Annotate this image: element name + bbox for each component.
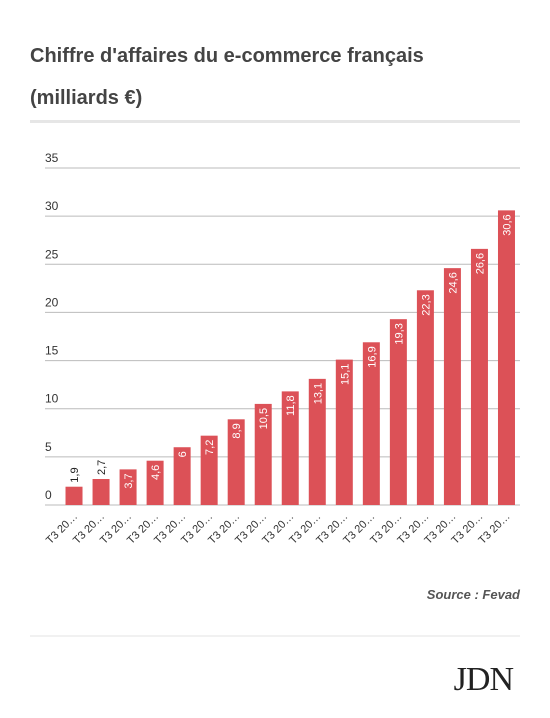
- y-tick-label: 0: [45, 488, 52, 502]
- y-tick-label: 15: [45, 344, 59, 358]
- bar: [173, 447, 191, 505]
- bar: [335, 359, 353, 505]
- chart-title: Chiffre d'affaires du e-commerce françai…: [30, 45, 424, 67]
- bar: [92, 479, 110, 505]
- header-rule: [30, 120, 520, 123]
- y-tick-label: 20: [45, 295, 59, 309]
- y-tick-label: 5: [45, 440, 52, 454]
- value-label: 1,9: [69, 467, 81, 482]
- bar: [362, 342, 380, 505]
- bar: [470, 248, 488, 505]
- y-tick-label: 30: [45, 199, 59, 213]
- value-label: 3,7: [123, 473, 135, 488]
- value-label: 11,8: [285, 395, 297, 416]
- value-label: 19,3: [393, 323, 405, 344]
- bar: [119, 469, 137, 505]
- value-label: 6: [177, 451, 189, 457]
- bar: [146, 460, 164, 505]
- logo: JDN: [454, 661, 514, 698]
- bar: [416, 290, 434, 505]
- value-label: 16,9: [366, 346, 378, 367]
- value-label: 2,7: [96, 460, 108, 475]
- source: Source : Fevad: [427, 587, 521, 602]
- value-label: 26,6: [474, 253, 486, 274]
- value-label: 15,1: [339, 364, 351, 385]
- value-label: 22,3: [420, 294, 432, 315]
- bar: [65, 486, 83, 505]
- y-tick-label: 10: [45, 392, 59, 406]
- value-label: 8,9: [231, 423, 243, 438]
- bar: [389, 319, 407, 505]
- bar: [497, 210, 515, 505]
- y-tick-label: 35: [45, 151, 59, 165]
- bar: [308, 378, 326, 505]
- value-label: 24,6: [447, 272, 459, 293]
- bar: [227, 419, 245, 505]
- value-label: 7,2: [204, 440, 216, 455]
- y-tick-label: 25: [45, 247, 59, 261]
- bar: [281, 391, 299, 505]
- bar: [443, 268, 461, 505]
- bar: [254, 403, 272, 505]
- value-label: 13,1: [312, 383, 324, 404]
- value-label: 4,6: [150, 465, 162, 480]
- chart-subtitle: (milliards €): [30, 87, 142, 109]
- value-label: 10,5: [258, 408, 270, 429]
- value-label: 30,6: [501, 214, 513, 235]
- bar: [200, 435, 218, 505]
